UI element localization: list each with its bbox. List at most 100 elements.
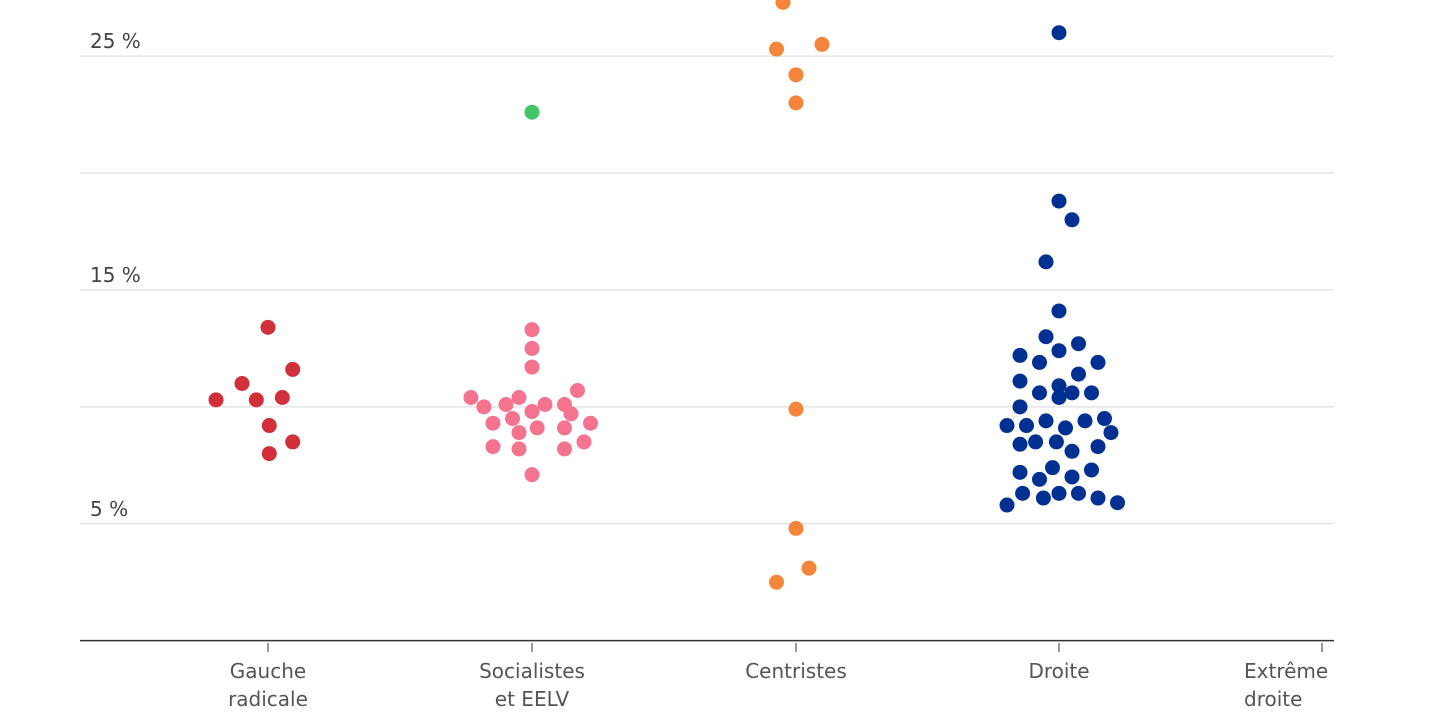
data-point <box>814 36 830 52</box>
data-point <box>557 420 572 436</box>
data-point <box>801 560 817 576</box>
data-point <box>1015 485 1031 501</box>
y-tick-label: 25 % <box>90 29 141 53</box>
data-point <box>557 441 572 457</box>
x-category-label: Gauche <box>230 659 306 683</box>
data-point <box>570 382 585 398</box>
data-points <box>208 0 1125 590</box>
data-point <box>248 392 264 408</box>
data-point <box>1051 303 1067 319</box>
gridlines <box>80 55 1334 525</box>
data-point <box>511 441 527 457</box>
data-point <box>524 359 540 375</box>
y-axis-tick-labels: 5 % 15 % 25 % <box>90 29 141 521</box>
data-point <box>1051 193 1067 209</box>
data-point <box>1028 434 1044 450</box>
data-point <box>1064 443 1080 459</box>
data-point <box>1084 385 1099 401</box>
data-point <box>775 0 791 10</box>
data-point <box>285 434 301 450</box>
data-point <box>1090 490 1106 506</box>
data-point <box>1012 373 1028 389</box>
x-category-label: Socialistes <box>479 659 585 683</box>
data-point <box>769 574 784 590</box>
data-point <box>1090 354 1106 370</box>
data-point <box>261 446 277 462</box>
data-point <box>1090 439 1106 455</box>
data-point <box>788 95 804 111</box>
data-point <box>1038 254 1054 270</box>
y-tick-label: 15 % <box>90 263 141 287</box>
x-axis <box>80 639 1334 652</box>
data-point <box>788 401 804 417</box>
data-point <box>1110 495 1125 511</box>
data-point <box>524 340 540 356</box>
data-point <box>1064 469 1080 485</box>
data-point <box>1051 378 1067 394</box>
data-point <box>463 389 479 405</box>
data-point <box>1035 490 1051 506</box>
data-point <box>1051 25 1067 41</box>
data-point <box>285 361 301 377</box>
data-point <box>1032 354 1047 370</box>
x-category-label: droite <box>1244 687 1302 711</box>
data-point <box>260 319 276 335</box>
data-point <box>563 406 579 422</box>
data-point <box>498 397 514 413</box>
data-point <box>1032 385 1047 401</box>
data-point <box>1084 462 1099 478</box>
x-axis-category-labels: Gauche radicale Socialistes et EELV Centrist… <box>228 659 1328 711</box>
x-category-label: Droite <box>1028 659 1089 683</box>
data-point <box>576 434 592 450</box>
x-category-label: Extrême <box>1244 659 1328 683</box>
data-point <box>1051 485 1067 501</box>
data-point <box>485 415 501 431</box>
data-point <box>1064 385 1080 401</box>
data-point <box>1071 366 1086 382</box>
data-point <box>261 418 277 434</box>
data-point <box>999 497 1015 513</box>
data-point <box>511 389 527 405</box>
data-point <box>1045 460 1060 476</box>
data-point <box>1051 389 1067 405</box>
data-point <box>788 67 804 83</box>
data-point <box>999 418 1015 434</box>
data-point <box>1038 329 1054 345</box>
data-point <box>1012 347 1028 363</box>
data-point <box>524 404 540 420</box>
data-point <box>524 104 540 120</box>
data-point <box>1051 343 1067 359</box>
y-tick-label: 5 % <box>90 497 128 521</box>
data-point <box>511 425 527 441</box>
data-point <box>234 375 250 391</box>
data-point <box>769 41 784 57</box>
data-point <box>1012 464 1028 480</box>
data-point <box>1012 436 1028 452</box>
x-category-label: Centristes <box>745 659 847 683</box>
data-point <box>1064 212 1080 228</box>
data-point <box>529 420 545 436</box>
data-point <box>788 520 804 536</box>
data-point <box>485 439 501 455</box>
x-category-label: radicale <box>228 687 308 711</box>
data-point <box>274 389 290 405</box>
data-point <box>1077 413 1093 429</box>
data-point <box>1071 336 1086 352</box>
data-point <box>524 322 540 338</box>
data-point <box>1071 485 1086 501</box>
data-point <box>1019 418 1034 434</box>
data-point <box>1058 420 1073 436</box>
data-point <box>537 397 553 413</box>
data-point <box>505 411 520 427</box>
data-point <box>208 392 224 408</box>
data-point <box>583 415 598 431</box>
data-point <box>1103 425 1119 441</box>
data-point <box>1097 411 1112 427</box>
data-point <box>1012 399 1028 415</box>
data-point <box>1038 413 1054 429</box>
data-point <box>524 467 540 483</box>
data-point <box>1048 434 1064 450</box>
data-point <box>476 399 492 415</box>
x-category-label: et EELV <box>495 687 570 711</box>
